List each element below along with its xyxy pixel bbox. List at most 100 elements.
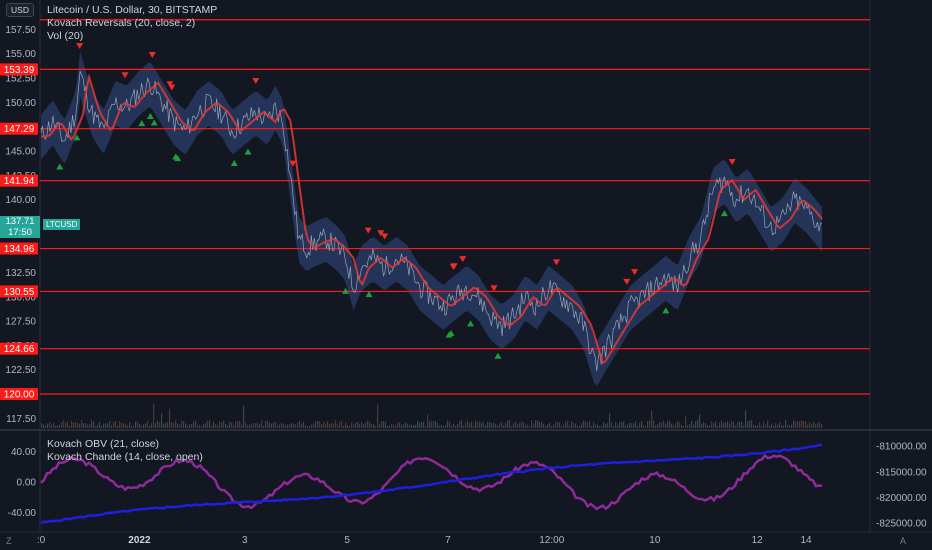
volume-bar (87, 424, 89, 428)
volume-bar (697, 420, 699, 428)
volume-bar (151, 423, 153, 428)
volume-bar (683, 425, 685, 428)
level-label: 120.00 (4, 389, 35, 400)
volume-bar (53, 422, 55, 428)
volume-bar (525, 424, 527, 428)
volume-bar (709, 425, 711, 428)
volume-bar (197, 424, 199, 428)
volume-bar (79, 423, 81, 428)
volume-bar (195, 420, 197, 428)
volume-bar (377, 404, 379, 428)
time-tick-label: 5 (344, 535, 350, 546)
lower-right-tick-label: -825000.00 (876, 518, 927, 529)
volume-bar (347, 424, 349, 428)
volume-bar (441, 425, 443, 428)
volume-bar (679, 422, 681, 428)
volume-bar (217, 425, 219, 428)
volume-bar (737, 422, 739, 428)
volume-bar (65, 422, 67, 428)
volume-bar (653, 420, 655, 428)
volume-bar (545, 425, 547, 428)
volume-bar (255, 423, 257, 428)
y-tick-label: 117.50 (6, 414, 36, 425)
volume-bar (253, 423, 255, 428)
volume-bar (617, 424, 619, 428)
last-price-tag: 137.71 17:50 (0, 216, 40, 238)
currency-button[interactable]: USD (6, 3, 34, 17)
volume-bar (257, 422, 259, 428)
volume-bar (281, 422, 283, 428)
volume-bar (411, 424, 413, 428)
volume-bar (239, 420, 241, 428)
volume-bar (469, 422, 471, 428)
buy-signal-triangle (365, 291, 373, 298)
volume-bar (763, 421, 765, 428)
volume-bar (479, 421, 481, 428)
time-tick-label: 12:00 (539, 535, 564, 546)
volume-bar (139, 423, 141, 428)
volume-bar (109, 420, 111, 428)
volume-bar (541, 421, 543, 428)
volume-bar (783, 425, 785, 428)
volume-bar (273, 422, 275, 428)
volume-bar (759, 422, 761, 428)
volume-bar (717, 425, 719, 428)
volume-bar (199, 425, 201, 428)
volume-bar (489, 421, 491, 428)
last-price-value: 137.71 (5, 216, 35, 227)
volume-bar (163, 423, 165, 428)
volume-bar (341, 420, 343, 428)
volume-bar (401, 425, 403, 428)
volume-bar (797, 421, 799, 428)
volume-bar (519, 423, 521, 428)
volume-bar (75, 422, 77, 428)
volume-bar (515, 421, 517, 428)
sell-signal-triangle (148, 52, 156, 59)
volume-bar (741, 421, 743, 428)
volume-bar (809, 422, 811, 428)
volume-bar (791, 424, 793, 428)
lower-right-tick-label: -815000.00 (876, 467, 927, 478)
volume-bar (563, 424, 565, 428)
volume-bar (243, 406, 245, 428)
volume-bar (677, 421, 679, 428)
volume-bar (291, 422, 293, 428)
volume-bar (503, 424, 505, 428)
volume-bar (705, 422, 707, 428)
volume-bar (507, 420, 509, 428)
volume-bar (203, 423, 205, 428)
volume-bar (505, 423, 507, 428)
timezone-icon[interactable]: Z (6, 536, 12, 546)
volume-bar (767, 420, 769, 428)
volume-bar (241, 424, 243, 428)
volume-bar (265, 420, 267, 428)
time-tick-label: 14 (800, 535, 812, 546)
volume-bar (169, 408, 171, 428)
volume-bar (167, 421, 169, 428)
volume-bar (447, 420, 449, 428)
volume-bar (593, 422, 595, 428)
level-label: 130.55 (4, 287, 35, 298)
volume-bar (555, 422, 557, 428)
auto-scale-icon[interactable]: A (900, 536, 907, 546)
volume-bar (43, 424, 45, 428)
volume-bar (665, 423, 667, 428)
volume-bar (713, 422, 715, 428)
buy-signal-triangle (244, 148, 252, 155)
volume-bar (551, 425, 553, 428)
volume-bar (681, 424, 683, 428)
price-series (40, 71, 822, 372)
volume-bar (621, 421, 623, 428)
volume-bar (295, 424, 297, 428)
volume-bar (117, 425, 119, 428)
volume-bar (317, 421, 319, 428)
volume-bar (277, 425, 279, 428)
volume-bar (331, 423, 333, 428)
volume-bar (601, 425, 603, 428)
volume-bar (523, 422, 525, 428)
y-tick-label: 122.50 (5, 365, 36, 376)
volume-bar (271, 423, 273, 428)
volume-bar (417, 420, 419, 428)
sell-signal-triangle (623, 278, 631, 285)
volume-bar (701, 424, 703, 428)
